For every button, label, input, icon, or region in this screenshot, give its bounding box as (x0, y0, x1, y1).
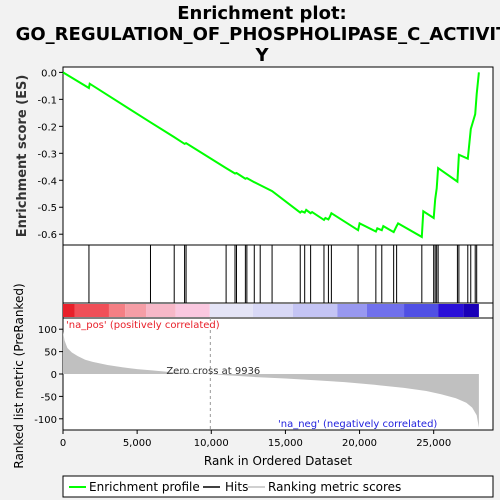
colorbar-segment (209, 304, 253, 317)
colorbar-segment (125, 304, 147, 317)
chart-title-line-3: Y (254, 45, 269, 66)
colorbar-segment (63, 304, 75, 317)
metric-x-tick-label: 15,000 (268, 438, 303, 449)
ranking-metric-area (63, 331, 479, 428)
es-y-tick-label: -0.1 (37, 95, 57, 106)
hits-panel (62, 244, 494, 304)
es-y-axis: 0.0 -0.1 -0.2 -0.3 -0.4 -0.5 -0.6 (37, 68, 63, 241)
colorbar-segment (252, 304, 293, 317)
colorbar-segment (366, 304, 405, 317)
es-y-tick-label: -0.2 (37, 122, 57, 133)
metric-x-tick-label: 0 (60, 438, 66, 449)
legend-box (62, 475, 494, 498)
metric-x-tick-label: 10,000 (194, 438, 229, 449)
metric-y-axis-label: Ranked list metric (PreRanked) (12, 283, 26, 468)
enrichment-profile-line (62, 71, 480, 239)
legend-label-ranking-metric: Ranking metric scores (268, 480, 401, 494)
legend: Enrichment profile Hits Ranking metric s… (62, 475, 494, 498)
metric-x-tick-label: 25,000 (416, 438, 451, 449)
es-plot-area (62, 66, 494, 246)
colorbar-segment (146, 304, 176, 317)
metric-y-axis: 100 50 0 -50 -100 (34, 325, 63, 426)
legend-label-enrichment-profile: Enrichment profile (89, 480, 200, 494)
es-y-tick-label: -0.6 (37, 230, 57, 241)
es-y-tick-label: -0.3 (37, 149, 57, 160)
colorbar-segment (74, 304, 109, 317)
es-y-axis-label: Enrichment score (ES) (15, 75, 30, 238)
colorbar-segment (404, 304, 439, 317)
legend-label-hits: Hits (225, 480, 248, 494)
es-y-tick-label: 0.0 (41, 68, 57, 79)
metric-y-tick-label: 50 (44, 348, 57, 359)
hits-plot-area (62, 244, 494, 304)
chart-title-line-1: Enrichment plot: (177, 3, 347, 24)
metric-y-tick-label: -100 (34, 415, 57, 426)
zero-cross-label: Zero cross at 9936 (166, 366, 260, 377)
metric-y-tick-label: 100 (38, 325, 57, 336)
colorbar-segment (175, 304, 210, 317)
rank-colorbar (63, 304, 479, 317)
colorbar-segment (438, 304, 464, 317)
metric-x-axis-label: Rank in Ordered Dataset (204, 454, 352, 468)
positive-correlation-label: 'na_pos' (positively correlated) (66, 320, 220, 331)
colorbar-segment (337, 304, 367, 317)
hit-markers (88, 245, 478, 303)
negative-correlation-label: 'na_neg' (negatively correlated) (278, 419, 437, 430)
colorbar-segment (292, 304, 338, 317)
metric-x-tick-label: 20,000 (342, 438, 377, 449)
colorbar-segment (108, 304, 126, 317)
metric-panel: Zero cross at 9936 'na_pos' (positively … (12, 283, 494, 469)
metric-x-axis: 0 5,000 10,000 15,000 20,000 25,000 (60, 430, 451, 449)
metric-x-tick-label: 5,000 (123, 438, 152, 449)
colorbar-panel (62, 302, 494, 319)
es-y-tick-label: -0.5 (37, 203, 57, 214)
es-panel: 0.0 -0.1 -0.2 -0.3 -0.4 -0.5 -0.6 Enrichment s… (15, 66, 494, 246)
chart-title-line-2: GO_REGULATION_OF_PHOSPHOLIPASE_C_ACTIVIT (16, 24, 500, 45)
es-y-tick-label: -0.4 (37, 176, 57, 187)
metric-y-tick-label: -50 (41, 392, 57, 403)
colorbar-segment (463, 304, 479, 317)
metric-y-tick-label: 0 (51, 370, 57, 381)
